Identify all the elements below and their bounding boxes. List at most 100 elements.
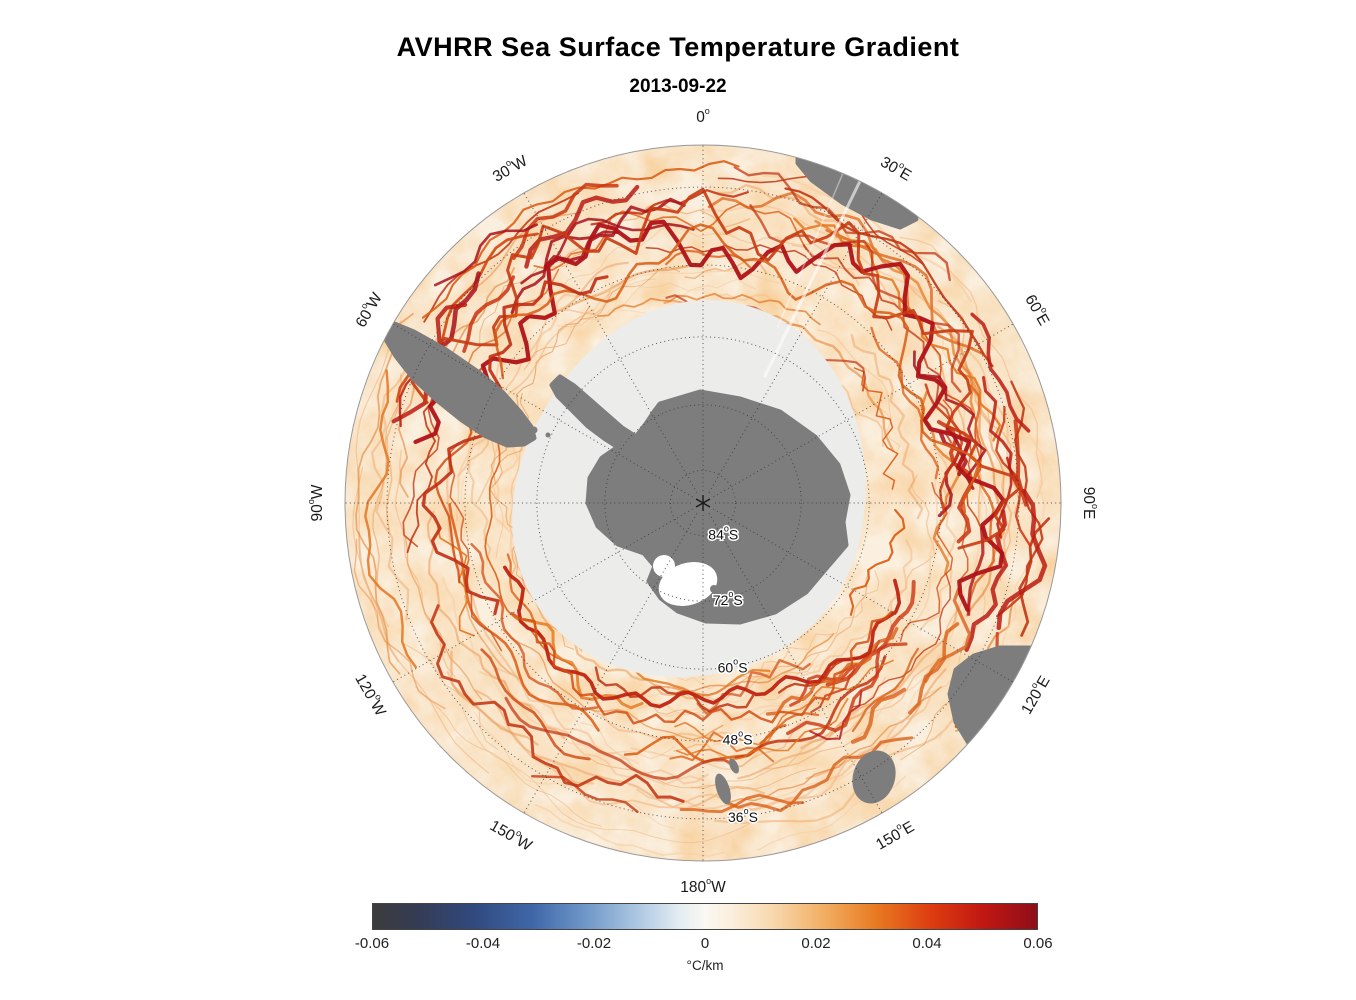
graticule-parallel <box>386 186 1020 820</box>
strong-gradient-fronts <box>364 160 1051 814</box>
meridian-label: 150oW <box>487 815 537 855</box>
texture-filament <box>876 474 936 651</box>
texture-filament <box>762 174 972 303</box>
texture-filament <box>716 233 860 286</box>
graticule-parallel <box>604 404 802 602</box>
texture-filament <box>484 282 614 402</box>
front-filament <box>765 626 899 716</box>
front-filament <box>1013 419 1028 507</box>
front-filament <box>995 405 1031 547</box>
colorbar-tick-label: 0.06 <box>1023 935 1053 952</box>
chart-title: AVHRR Sea Surface Temperature Gradient <box>396 32 960 62</box>
texture-filament <box>712 742 781 752</box>
land-new-zealand <box>715 773 731 805</box>
parallel-label: 60oS <box>718 657 748 675</box>
texture-filament <box>737 608 959 780</box>
texture-filament <box>557 278 657 328</box>
swath-gap-line <box>776 171 845 329</box>
colorbar-tick-label: 0 <box>700 935 710 952</box>
front-filament <box>809 689 863 741</box>
colorbar-gradient <box>372 903 1038 930</box>
front-filament <box>970 312 1031 433</box>
parallel-label: 36oS <box>728 806 758 824</box>
front-filament <box>402 396 440 548</box>
front-filament <box>786 642 908 736</box>
meridian-label: 180oW <box>680 876 726 896</box>
island <box>710 585 718 593</box>
meridian-label: 150oE <box>872 816 918 854</box>
island <box>530 426 538 434</box>
front-filament <box>850 687 907 744</box>
texture-filament <box>784 667 945 800</box>
front-filament <box>696 658 811 715</box>
colorbar-tick-label: 0.02 <box>801 935 831 952</box>
front-filament <box>512 182 619 260</box>
texture-filament <box>460 420 482 556</box>
texture-filament <box>563 270 781 311</box>
texture-filament <box>403 643 499 750</box>
colorbar-tick-labels: -0.06 -0.04 -0.02 0 0.02 0.04 0.06 <box>355 935 1053 955</box>
front-filament <box>784 187 994 368</box>
front-filament <box>597 292 821 326</box>
front-filament <box>423 192 580 323</box>
land-south-america <box>377 315 537 448</box>
texture-filament <box>490 305 591 485</box>
meridian-label: 120oE <box>1016 672 1054 718</box>
front-filament <box>707 191 917 319</box>
front-filament <box>504 696 738 781</box>
graticule-meridian <box>713 323 1014 498</box>
texture-filament <box>414 685 602 827</box>
front-filament <box>406 387 437 554</box>
texture-filament <box>560 265 689 312</box>
front-filament <box>853 367 899 490</box>
texture-filament <box>602 289 805 341</box>
front-filament <box>851 647 919 733</box>
graticule-meridian <box>708 192 883 493</box>
graticule <box>345 145 1061 861</box>
graticule-meridian <box>523 192 698 493</box>
front-filament <box>967 527 985 616</box>
graticule-parallel <box>670 470 736 536</box>
graticule-meridian <box>392 508 693 683</box>
front-filament <box>802 244 953 444</box>
colorbar-tick-label: 0.04 <box>912 935 942 952</box>
texture-filament <box>474 711 675 829</box>
colorbar-tick-label: -0.06 <box>354 935 390 952</box>
front-filament <box>996 488 1048 631</box>
land-tasmania <box>852 750 896 804</box>
texture-filament <box>370 356 410 621</box>
pole-marker <box>695 495 711 511</box>
front-filament <box>645 244 893 331</box>
texture-filament <box>446 452 545 704</box>
texture-filament <box>535 754 848 811</box>
colorbar-tick-label: -0.02 <box>576 935 612 952</box>
meridian-label: 60oE <box>1021 291 1054 329</box>
graticule-meridian <box>392 323 693 498</box>
front-filament <box>669 731 775 763</box>
texture-filament <box>464 595 521 680</box>
meridian-label: 30oE <box>877 151 915 184</box>
front-main <box>494 223 980 514</box>
texture-filament <box>505 225 734 330</box>
satellite-swath-gap <box>763 171 865 378</box>
front-filament <box>533 202 807 271</box>
texture-filament <box>492 428 520 560</box>
texture-filament <box>426 511 566 739</box>
texture-filament <box>477 309 594 503</box>
front-filament <box>421 160 740 319</box>
front-filament <box>364 369 418 669</box>
island <box>545 432 551 438</box>
front-filament <box>870 326 940 480</box>
parallel-label: 72oS <box>713 589 743 607</box>
front-filament <box>449 442 503 652</box>
texture-filament <box>816 329 892 420</box>
front-filament <box>923 587 972 683</box>
graticule-meridian <box>713 508 1014 683</box>
front-filament <box>722 736 914 813</box>
parallel-label: 48oS <box>723 729 753 747</box>
texture-filament <box>474 689 766 810</box>
colorbar-unit-label: °C/km <box>686 958 724 973</box>
texture-filament <box>673 720 810 767</box>
